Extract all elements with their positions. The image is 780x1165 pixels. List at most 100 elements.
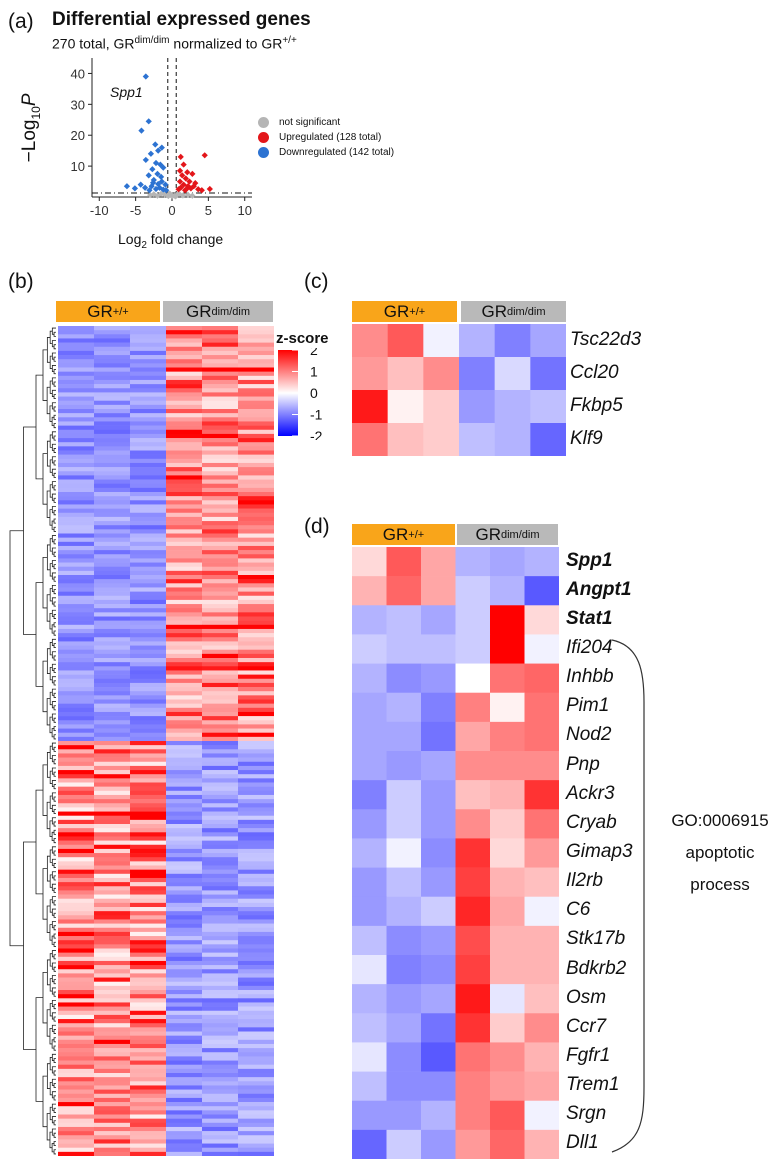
heatmap-b-cell bbox=[166, 400, 203, 406]
heatmap-b-cell bbox=[202, 828, 239, 833]
dendrogram-branch bbox=[53, 630, 56, 636]
heatmap-b-cell bbox=[238, 819, 274, 825]
heatmap-b-cell bbox=[238, 886, 274, 891]
heatmap-b-cell bbox=[94, 384, 131, 389]
heatmap-b-cell bbox=[238, 794, 274, 800]
heatmap-b-cell bbox=[94, 1131, 131, 1136]
dendrogram-branch bbox=[53, 435, 56, 441]
heatmap-b-cell bbox=[58, 396, 95, 401]
heatmap-b-cell bbox=[238, 392, 274, 397]
volcano-x-tick-label: 0 bbox=[168, 203, 175, 218]
heatmap-b-cell bbox=[58, 1043, 95, 1049]
heatmap-b-cell bbox=[130, 537, 167, 543]
heatmap-b-cell bbox=[238, 952, 274, 958]
heatmap-b-cell bbox=[58, 678, 95, 684]
heatmap-b-cell bbox=[202, 591, 239, 597]
heatmap-b-cell bbox=[238, 865, 274, 870]
heatmap-b-cell bbox=[238, 807, 274, 812]
heatmap-b-cell bbox=[202, 923, 239, 929]
heatmap-b-cell bbox=[202, 641, 239, 646]
heatmap-d-cell bbox=[421, 925, 456, 956]
dendrogram-branch bbox=[53, 680, 56, 686]
heatmap-b-cell bbox=[202, 778, 239, 783]
heatmap-b-cell bbox=[166, 388, 203, 393]
panel-c-header-wt: GR +/+ bbox=[352, 301, 457, 322]
dendrogram-branch bbox=[53, 589, 56, 595]
heatmap-b-cell bbox=[166, 691, 203, 696]
heatmap-b-cell bbox=[130, 794, 167, 800]
heatmap-b-cell bbox=[94, 981, 131, 987]
heatmap-b-cell bbox=[94, 462, 131, 468]
heatmap-b-cell bbox=[94, 728, 131, 733]
heatmap-b-cell bbox=[130, 658, 167, 663]
heatmap-b-cell bbox=[94, 1014, 131, 1020]
heatmap-b-cell bbox=[58, 388, 95, 393]
heatmap-b-cell bbox=[58, 658, 95, 663]
heatmap-b-cell bbox=[238, 1135, 274, 1140]
heatmap-b-cell bbox=[238, 745, 274, 750]
heatmap-b-cell bbox=[202, 1106, 239, 1111]
heatmap-b-cell bbox=[94, 724, 131, 729]
heatmap-b-cell bbox=[238, 330, 274, 335]
heatmap-b-cell bbox=[130, 375, 167, 381]
heatmap-d-cell bbox=[352, 751, 387, 781]
heatmap-b-cell bbox=[166, 948, 203, 953]
heatmap-b-cell bbox=[202, 545, 239, 551]
heatmap-b-cell bbox=[202, 1126, 239, 1132]
dendrogram-branch bbox=[46, 440, 51, 467]
go-term-line2: apoptotic bbox=[685, 843, 755, 862]
heatmap-d-cell bbox=[352, 634, 387, 664]
heatmap-b-cell bbox=[130, 1052, 167, 1057]
heatmap-b-cell bbox=[202, 1048, 239, 1053]
heatmap-b-cell bbox=[94, 848, 131, 854]
heatmap-b-cell bbox=[238, 425, 274, 431]
heatmap-b-cell bbox=[238, 384, 274, 389]
heatmap-b-cell bbox=[94, 487, 131, 493]
heatmap-b-cell bbox=[94, 355, 131, 360]
heatmap-b-cell bbox=[166, 960, 203, 966]
panel-d-label: (d) bbox=[304, 515, 330, 538]
heatmap-b-cell bbox=[238, 1147, 274, 1153]
volcano-point bbox=[176, 178, 184, 185]
heatmap-b-cell bbox=[166, 583, 203, 588]
zscore-tick-label: 0 bbox=[310, 385, 318, 401]
heatmap-b-cell bbox=[166, 745, 203, 750]
heatmap-b-cell bbox=[130, 1002, 167, 1007]
heatmap-b-cell bbox=[130, 907, 167, 912]
heatmap-b-cell bbox=[202, 429, 239, 435]
heatmap-b-cell bbox=[58, 770, 95, 775]
heatmap-b-cell bbox=[94, 1043, 131, 1049]
panel-d-header-ko: GR dim/dim bbox=[457, 524, 558, 545]
dendrogram-branch bbox=[53, 381, 56, 387]
heatmap-b-cell bbox=[130, 927, 167, 933]
heatmap-b-cell bbox=[94, 467, 131, 472]
heatmap-d-cell bbox=[421, 634, 456, 664]
heatmap-b-cell bbox=[202, 907, 239, 912]
heatmap-b-cell bbox=[238, 682, 274, 688]
heatmap-b-cell bbox=[130, 1060, 167, 1065]
heatmap-b-cell bbox=[166, 616, 203, 621]
volcano-point bbox=[201, 152, 208, 159]
heatmap-b-cell bbox=[94, 537, 131, 543]
heatmap-b-cell bbox=[238, 633, 274, 638]
heatmap-c-cell bbox=[530, 324, 566, 358]
heatmap-b-cell bbox=[202, 1089, 239, 1095]
heatmap-b-cell bbox=[58, 330, 95, 335]
heatmap-b-cell bbox=[238, 799, 274, 804]
heatmap-b-cell bbox=[238, 1035, 274, 1041]
heatmap-b-cell bbox=[94, 1151, 131, 1156]
heatmap-b-cell bbox=[238, 790, 274, 796]
heatmap-b-cell bbox=[58, 844, 95, 850]
heatmap-b-cell bbox=[202, 724, 239, 729]
heatmap-b-cell bbox=[166, 1089, 203, 1095]
heatmap-b-cell bbox=[202, 824, 239, 829]
heatmap-b-cell bbox=[202, 462, 239, 468]
heatmap-b-cell bbox=[94, 703, 131, 709]
heatmap-b-cell bbox=[166, 1035, 203, 1041]
heatmap-b-cell bbox=[58, 915, 95, 920]
heatmap-b-cell bbox=[94, 1006, 131, 1012]
heatmap-b-cell bbox=[238, 990, 274, 995]
heatmap-b-cell bbox=[238, 662, 274, 667]
heatmap-b-cell bbox=[94, 400, 131, 406]
dendrogram-branch bbox=[46, 648, 51, 674]
